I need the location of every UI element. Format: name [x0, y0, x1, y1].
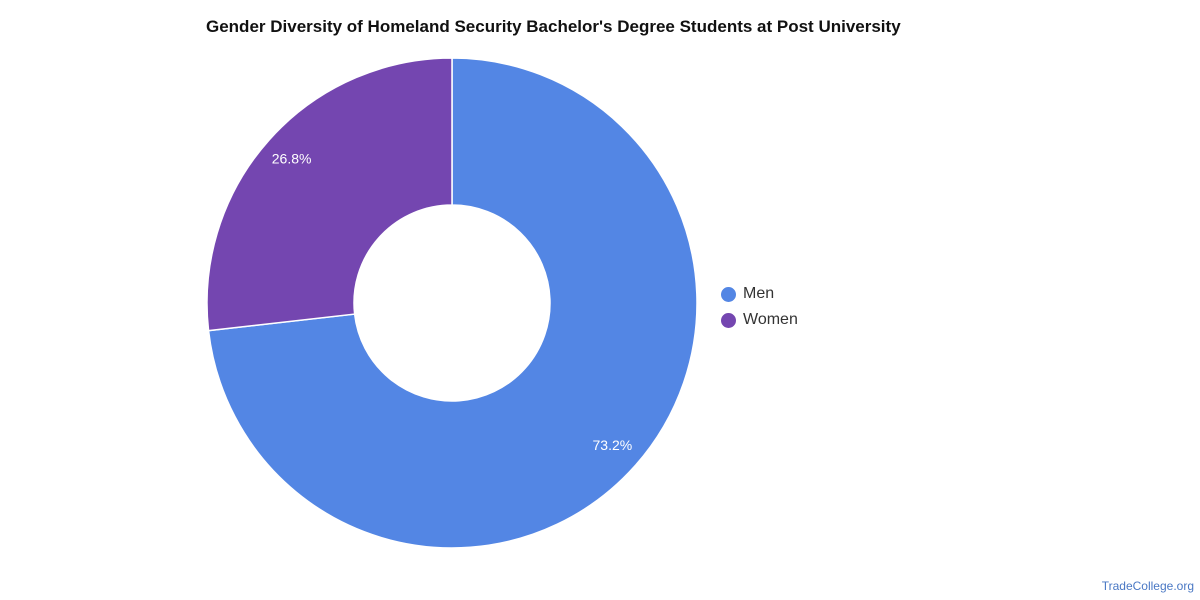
chart-title: Gender Diversity of Homeland Security Ba…: [206, 17, 901, 36]
legend-item-women[interactable]: Women: [721, 307, 798, 333]
slice-label-women: 26.8%: [272, 151, 312, 167]
legend-label-men: Men: [743, 285, 775, 302]
legend: Men Women: [721, 281, 798, 333]
legend-item-men[interactable]: Men: [721, 281, 798, 307]
legend-swatch-men: [721, 286, 736, 302]
legend-label-women: Women: [743, 311, 798, 328]
slice-label-men: 73.2%: [593, 437, 633, 453]
slice-men[interactable]: [207, 57, 698, 549]
slice-women[interactable]: [206, 57, 453, 332]
source-link[interactable]: TradeCollege.org: [1101, 579, 1194, 593]
legend-swatch-women: [721, 312, 736, 328]
